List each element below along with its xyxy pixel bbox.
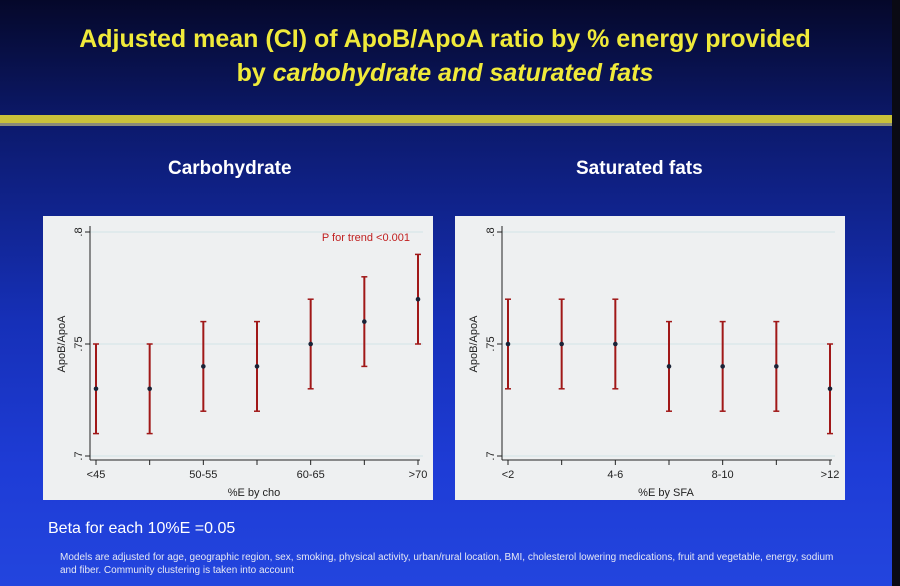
cho-mean-point (93, 386, 99, 392)
chart-saturated-fats: .7 .75 .8 ApoB/ApoA <2 4-6 8-10 >12 %E by SFA (455, 216, 845, 500)
cho-mean-point (362, 319, 367, 324)
sfa-mean-point (774, 364, 779, 369)
panel-title-carbohydrate: Carbohydrate (168, 158, 292, 179)
cho-ytick-label: .7 (73, 451, 85, 460)
panel-title-saturated-fats: Saturated fats (576, 158, 703, 179)
cho-mean-point (254, 364, 260, 369)
chart-saturated-fats-svg: .7 .75 .8 ApoB/ApoA <2 4-6 8-10 >12 %E by SFA (468, 226, 840, 499)
cho-mean-point (415, 296, 421, 302)
cho-xtick-label: 50-55 (189, 469, 217, 481)
cho-mean-point (201, 364, 206, 369)
cho-mean-point (308, 341, 313, 347)
sfa-xtick-label: 4-6 (607, 469, 623, 481)
cho-xtick-label: 60-65 (297, 469, 325, 481)
sfa-xtick-label: 8-10 (712, 469, 734, 481)
sfa-mean-point (559, 341, 564, 347)
sfa-y-axis-label: ApoB/ApoA (468, 315, 480, 373)
cho-xtick-label: <45 (87, 469, 106, 481)
cho-annotation: P for trend <0.001 (322, 232, 410, 244)
sfa-mean-point (505, 341, 511, 347)
sfa-mean-point (613, 341, 618, 347)
beta-text: Beta for each 10%E =0.05 (48, 520, 236, 537)
sfa-mean-point (827, 386, 833, 392)
sfa-mean-point (666, 364, 672, 369)
sfa-ytick-label: .7 (485, 451, 497, 460)
chart-carbohydrate: .7 .75 .8 ApoB/ApoA <45 50-55 60-65 >70 %E by ch… (43, 216, 433, 500)
sfa-x-axis-label: %E by SFA (638, 487, 694, 499)
cho-x-axis-label: %E by cho (228, 487, 281, 499)
title-line-2-prefix: by (236, 59, 273, 87)
footnote: Models are adjusted for age, geographic … (60, 552, 834, 576)
cho-y-axis-label: ApoB/ApoA (56, 315, 68, 373)
sfa-ytick-label: .8 (485, 227, 497, 236)
slide-title: Adjusted mean (CI) of ApoB/ApoA ratio by… (0, 22, 890, 90)
title-line-2: by carbohydrate and saturated fats (0, 56, 890, 90)
title-line-1: Adjusted mean (CI) of ApoB/ApoA ratio by… (79, 25, 811, 53)
cho-mean-point (147, 386, 152, 392)
cho-xtick-label: >70 (409, 469, 428, 481)
title-line-2-italic: carbohydrate and saturated fats (272, 59, 654, 87)
sfa-xtick-label: <2 (502, 469, 515, 481)
sfa-mean-point (720, 364, 725, 369)
screen-edge (892, 0, 900, 586)
title-divider (0, 115, 892, 123)
cho-ytick-label: .8 (73, 227, 85, 236)
title-divider-shadow (0, 123, 892, 126)
cho-ytick-label: .75 (73, 336, 85, 351)
chart-carbohydrate-svg: .7 .75 .8 ApoB/ApoA <45 50-55 60-65 >70 %E by ch… (56, 226, 428, 499)
sfa-xtick-label: >12 (821, 469, 840, 481)
sfa-ytick-label: .75 (485, 336, 497, 351)
